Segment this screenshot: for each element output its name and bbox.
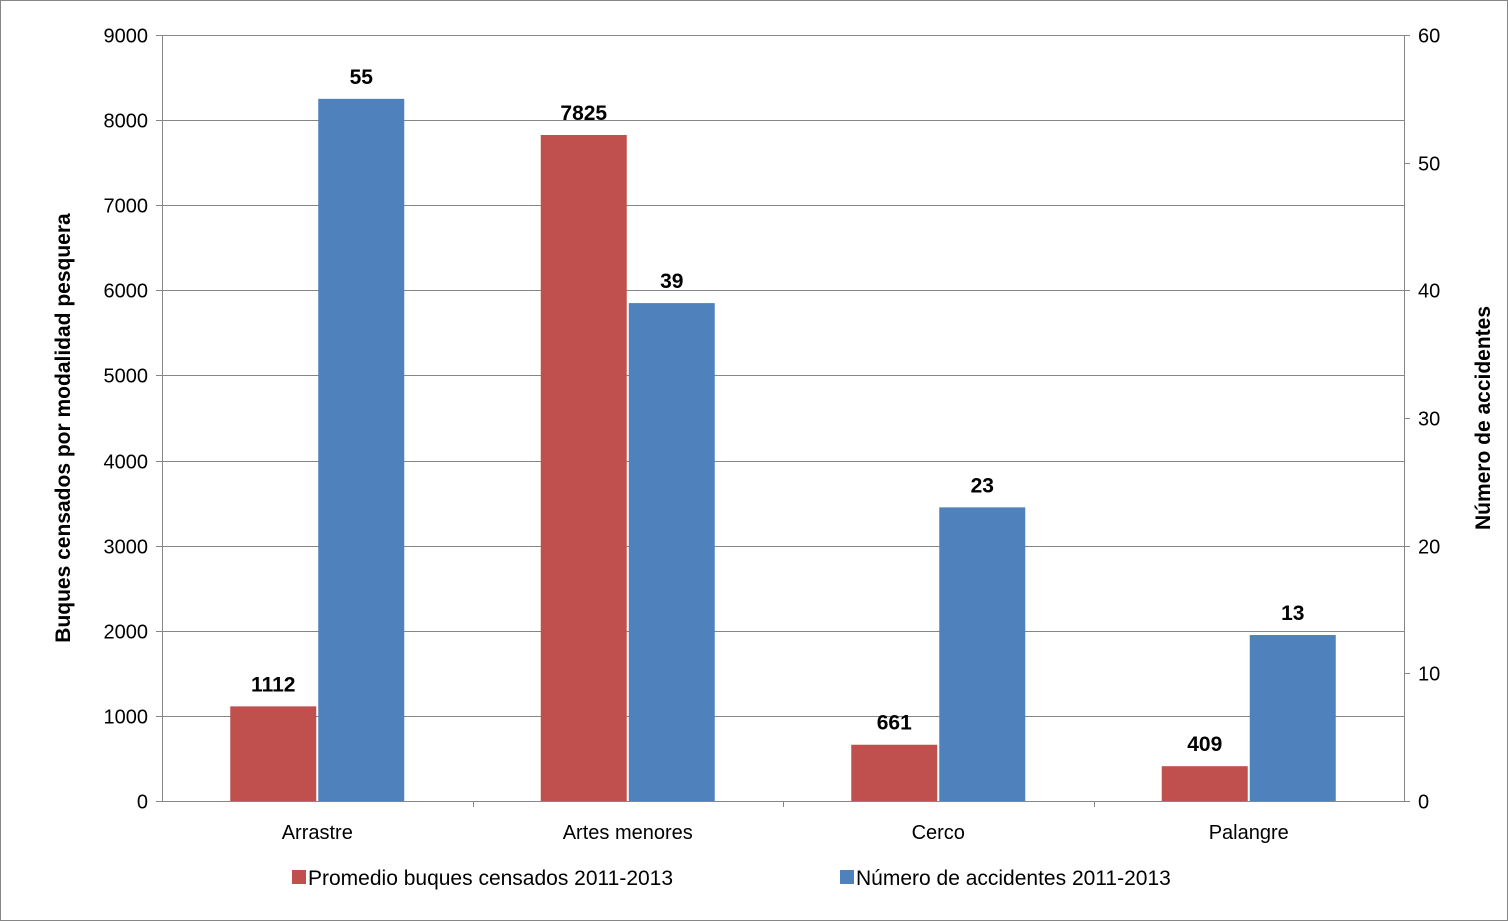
bar-accidentes xyxy=(318,98,405,802)
y-right-tick-label: 30 xyxy=(1418,409,1440,431)
data-label: 1112 xyxy=(251,673,295,696)
legend-label: Promedio buques censados 2011-2013 xyxy=(308,867,673,890)
bar-buques xyxy=(230,706,317,801)
y-right-tick-label: 20 xyxy=(1418,537,1440,559)
y-left-tick-label: 4000 xyxy=(104,452,149,474)
bars xyxy=(230,98,1336,802)
y-left-axis-title: Buques censados por modalidad pesquera xyxy=(52,213,75,643)
bar-accidentes xyxy=(1249,635,1336,801)
data-label: 55 xyxy=(350,66,374,89)
data-label: 13 xyxy=(1281,602,1304,625)
bar-accidentes xyxy=(628,303,715,801)
labels: 1112 55 Arrastre 7825 39 Artes menores 661 23 Ce… xyxy=(52,26,1495,845)
x-tick-label: Arrastre xyxy=(282,822,353,844)
y-right-tick-label: 10 xyxy=(1418,664,1440,686)
y-left-tick-label: 2000 xyxy=(104,622,149,644)
axes xyxy=(156,35,1410,807)
y-right-tick-label: 0 xyxy=(1418,792,1429,814)
data-label: 39 xyxy=(660,270,683,293)
legend-label: Número de accidentes 2011-2013 xyxy=(856,867,1171,890)
y-left-tick-label: 7000 xyxy=(104,196,149,218)
y-right-tick-label: 50 xyxy=(1418,154,1440,176)
y-left-tick-label: 8000 xyxy=(104,111,149,133)
legend: Promedio buques censados 2011-2013 Número… xyxy=(292,867,1171,890)
y-right-tick-label: 40 xyxy=(1418,281,1440,303)
bar-buques xyxy=(1161,766,1248,801)
x-tick-label: Cerco xyxy=(912,822,965,844)
y-right-tick-label: 60 xyxy=(1418,26,1440,48)
x-tick-label: Palangre xyxy=(1209,822,1289,844)
x-tick-label: Artes menores xyxy=(563,822,693,844)
y-left-tick-label: 3000 xyxy=(104,537,149,559)
y-right-axis-title: Número de accidentes xyxy=(1472,306,1495,530)
data-label: 661 xyxy=(877,712,912,735)
y-left-tick-label: 9000 xyxy=(104,26,149,48)
legend-swatch-accidentes xyxy=(840,870,854,884)
bar-buques xyxy=(540,135,627,801)
y-left-tick-label: 0 xyxy=(137,792,148,814)
y-left-tick-label: 5000 xyxy=(104,366,149,388)
y-left-tick-label: 1000 xyxy=(104,707,149,729)
data-label: 23 xyxy=(971,474,994,497)
bar-buques xyxy=(851,744,938,801)
bar-accidentes xyxy=(939,507,1026,801)
y-left-tick-label: 6000 xyxy=(104,281,149,303)
data-label: 7825 xyxy=(560,102,607,125)
data-label: 409 xyxy=(1187,733,1222,756)
legend-swatch-buques xyxy=(292,870,306,884)
